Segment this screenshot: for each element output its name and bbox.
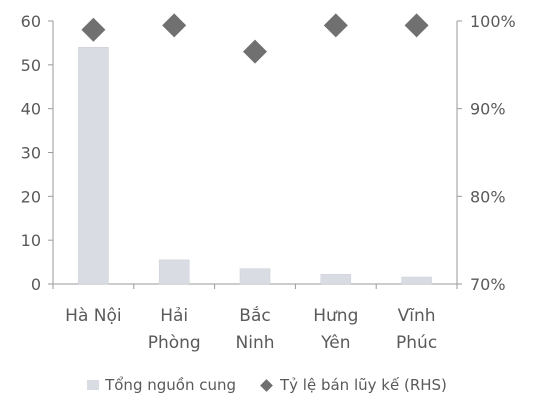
right-tick-label: 70% [470, 275, 506, 294]
category-label: Phúc [396, 333, 437, 353]
left-tick-label: 20 [21, 187, 41, 206]
bar-4 [320, 274, 352, 285]
bar-3 [239, 268, 271, 285]
left-tick-label: 0 [31, 275, 41, 294]
diamond-marker-2 [162, 13, 187, 38]
category-label: Hải [160, 306, 188, 326]
left-tick-label: 50 [21, 56, 41, 75]
legend-label-bar: Tổng nguồn cung [105, 376, 236, 394]
diamond-marker-5 [404, 13, 429, 38]
legend-item-bar: Tổng nguồn cung [87, 376, 236, 394]
combo-chart: 0 10 20 30 40 50 60 70% 80% 90% 100% Hà Nội Hải Phòng… [21, 12, 516, 353]
diamond-marker-4 [323, 13, 348, 38]
category-label: Ninh [236, 333, 275, 353]
left-tick-label: 40 [21, 100, 41, 119]
right-tick-label: 90% [470, 100, 506, 119]
bar-2 [158, 259, 190, 285]
left-tick-label: 60 [21, 12, 41, 31]
right-tick-label: 80% [470, 187, 506, 206]
category-label: Bắc [239, 305, 270, 326]
bar-5 [401, 276, 432, 285]
category-label: Vĩnh [398, 306, 436, 326]
legend-label-marker: Tỷ lệ bán lũy kế (RHS) [280, 376, 447, 394]
bar-1 [78, 47, 109, 285]
legend-swatch-diamond [260, 378, 273, 392]
diamond-marker-3 [243, 39, 267, 64]
left-tick-label: 30 [21, 144, 41, 163]
legend-swatch-bar [87, 380, 100, 390]
category-label: Hưng [313, 306, 358, 326]
right-tick-label: 100% [470, 12, 516, 31]
category-label: Yên [320, 333, 350, 353]
legend-item-marker: Tỷ lệ bán lũy kế (RHS) [260, 376, 447, 394]
category-label: Hà Nội [65, 306, 121, 326]
diamond-marker-1 [81, 17, 106, 42]
category-label: Phòng [148, 333, 201, 353]
legend: Tổng nguồn cung Tỷ lệ bán lũy kế (RHS) [0, 372, 534, 398]
left-tick-label: 10 [21, 231, 41, 250]
